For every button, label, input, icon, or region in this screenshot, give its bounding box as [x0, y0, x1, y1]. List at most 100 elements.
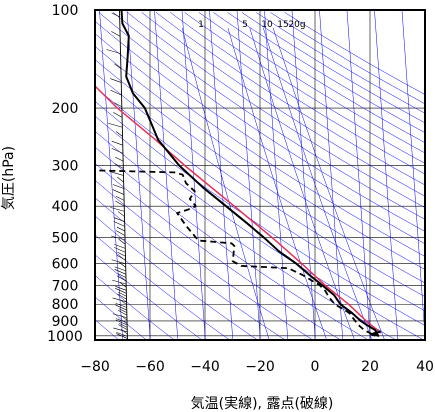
dry-adiabat-line [198, 12, 425, 154]
dry-adiabat-line [95, 275, 175, 340]
dry-adiabat-line [241, 12, 425, 124]
y-tick-label: 400 [52, 199, 79, 215]
dry-adiabat-line [256, 12, 425, 114]
y-tick-label: 900 [52, 314, 79, 330]
dry-adiabat-line [95, 197, 286, 340]
wind-barb [111, 140, 123, 146]
wind-barb [110, 235, 126, 241]
wind-barb [117, 309, 128, 316]
mixing-ratio-label: 10 [261, 20, 273, 30]
wind-barb [115, 131, 123, 137]
wind-barb [114, 266, 126, 272]
wind-barb [111, 259, 126, 265]
wind-barb [117, 252, 126, 257]
wind-barb [118, 291, 127, 297]
x-tick-label: 0 [311, 359, 320, 375]
isotherm-line [291, 10, 316, 340]
isopleth-lines [17, 10, 425, 340]
wind-barb [117, 176, 124, 183]
wind-barb [113, 112, 123, 118]
wind-barb [120, 328, 128, 335]
wind-barb [117, 211, 125, 217]
wind-barb [112, 297, 127, 303]
wind-barb [111, 31, 121, 37]
isotherm-line [401, 10, 425, 340]
wind-barb [114, 244, 126, 249]
wind-barb [113, 102, 122, 107]
isotherm-line [264, 10, 289, 340]
dry-adiabat-line [95, 234, 230, 340]
isotherm-line [17, 10, 40, 340]
mixing-ratio-label: 20g [288, 20, 305, 30]
dry-adiabat-line [184, 12, 425, 164]
isotherm-line [154, 10, 179, 340]
wind-barb [119, 282, 127, 288]
gridlines [94, 9, 426, 340]
wind-barb [112, 184, 124, 189]
wind-barb [120, 299, 127, 305]
mixing-ratio-label: 5 [242, 20, 248, 30]
wind-barb [114, 163, 124, 169]
x-tick-label: 40 [416, 359, 434, 375]
dry-adiabat-line [155, 12, 425, 186]
dry-adiabat-line [95, 130, 397, 340]
mixing-ratio-line [227, 27, 327, 340]
wind-barb [116, 226, 125, 232]
dry-adiabat-line [95, 86, 425, 312]
wind-barb [110, 78, 122, 83]
y-tick-label: 200 [52, 101, 79, 117]
dry-adiabat-line [95, 162, 341, 340]
wind-barb [115, 288, 127, 294]
dry-adiabat-line [95, 254, 203, 340]
dry-adiabat-line [170, 12, 425, 175]
wind-barb [110, 207, 125, 212]
dry-adiabat-line [127, 12, 425, 208]
dry-adiabat-line [95, 72, 425, 297]
x-axis-title: 気温(実線), 露点(破線) [191, 396, 334, 412]
wind-barb [113, 327, 128, 333]
wind-barb [115, 200, 125, 207]
wind-barb [116, 230, 126, 236]
dry-adiabat-line [98, 12, 425, 232]
wind-barb [116, 254, 126, 261]
x-tick-label: −60 [135, 359, 165, 375]
dry-adiabat-line [113, 12, 425, 220]
mixing-ratio-label: 1 [198, 20, 204, 30]
dry-adiabat-line [95, 179, 314, 340]
wind-barb [112, 189, 125, 195]
isotherm-line [181, 10, 206, 340]
wind-barb [118, 324, 128, 330]
dry-adiabat-line [95, 59, 425, 284]
wind-barb [118, 308, 127, 313]
x-tick-label: −40 [190, 359, 220, 375]
wind-barb [110, 89, 122, 96]
dewpoint-line [95, 169, 377, 337]
dry-adiabat-line [95, 33, 425, 257]
x-tick-label: 20 [361, 359, 379, 375]
isotherm-line [209, 10, 234, 340]
dry-adiabat-line [227, 12, 425, 133]
wind-barb [120, 314, 128, 321]
dry-adiabat-line [95, 21, 425, 245]
isotherm-line [126, 10, 151, 340]
wind-barb [108, 122, 123, 128]
y-tick-label: 300 [52, 158, 79, 174]
dry-adiabat-line [141, 12, 425, 197]
parcel-curve-line [95, 85, 382, 334]
wind-barb [117, 275, 127, 282]
dry-adiabat-line [95, 46, 425, 270]
y-tick-label: 700 [52, 278, 79, 294]
wind-barb [114, 269, 127, 275]
wind-barb [117, 273, 127, 278]
y-axis-title: 気圧(hPa) [1, 146, 17, 210]
wind-barb [109, 171, 124, 176]
y-tick-label: 500 [52, 231, 79, 247]
mixing-ratio-label: 15 [277, 20, 288, 30]
wind-barb [112, 313, 128, 319]
wind-barb [118, 238, 126, 245]
y-tick-label: 600 [52, 257, 79, 273]
wind-barb [114, 63, 122, 70]
wind-barbs [106, 10, 128, 340]
